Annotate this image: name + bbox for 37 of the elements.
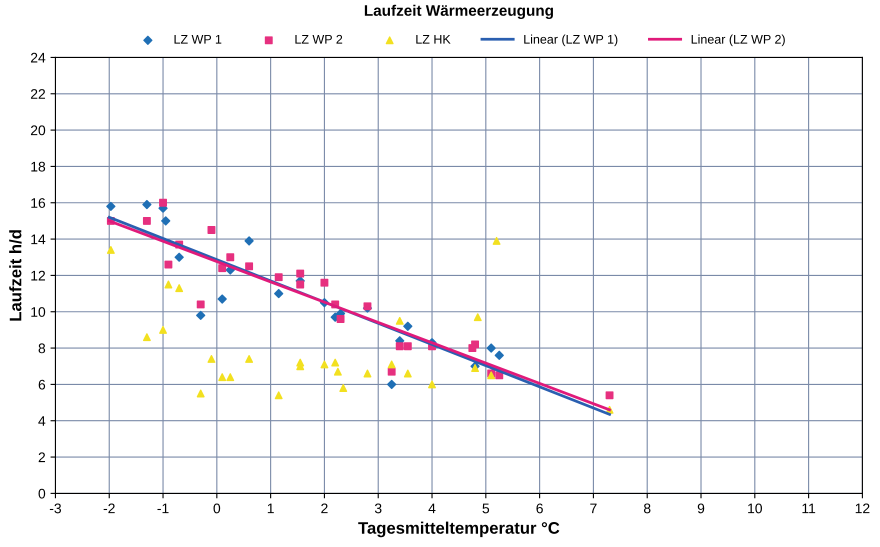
y-tick-label: 2 xyxy=(38,452,46,462)
y-tick-label: 0 xyxy=(38,488,46,499)
legend-label: Linear (LZ WP 2) xyxy=(692,34,785,46)
y-tick-label: 4 xyxy=(38,416,46,426)
y-tick-label: 22 xyxy=(30,89,46,99)
x-tick-label: 2 xyxy=(321,503,328,514)
x-tick-label: -2 xyxy=(104,503,115,514)
legend-label: LZ WP 1 xyxy=(174,34,222,44)
x-tick-label: 3 xyxy=(374,503,382,514)
x-tick-label: 8 xyxy=(644,503,650,514)
y-tick-label: 6 xyxy=(38,380,46,390)
y-axis-title: Laufzeit h/d xyxy=(9,230,22,321)
legend-label: LZ WP 2 xyxy=(295,34,342,44)
x-tick-label: -1 xyxy=(157,504,169,514)
x-tick-label: 0 xyxy=(214,503,220,514)
x-tick-label: 7 xyxy=(590,504,597,514)
x-tick-label: 6 xyxy=(536,503,543,514)
x-tick-label: 1 xyxy=(268,504,274,514)
x-tick-label: 11 xyxy=(802,504,816,514)
y-tick-label: 16 xyxy=(31,198,46,208)
chart-title: Laufzeit Wärmeerzeugung xyxy=(364,4,553,20)
y-tick-label: 10 xyxy=(31,307,46,317)
y-tick-label: 18 xyxy=(31,162,46,172)
legend-label: LZ HK xyxy=(416,34,451,44)
x-tick-label: 5 xyxy=(482,504,490,514)
y-tick-label: 8 xyxy=(38,343,46,354)
x-axis-title: Tagesmitteltemperatur °C xyxy=(358,522,560,538)
y-tick-label: 14 xyxy=(31,234,46,244)
x-tick-label: 9 xyxy=(698,503,704,514)
y-tick-label: 20 xyxy=(30,125,46,136)
legend-label: Linear (LZ WP 1) xyxy=(524,34,618,46)
x-tick-label: 4 xyxy=(428,504,436,514)
x-tick-label: 10 xyxy=(748,503,762,514)
x-tick-label: -3 xyxy=(50,503,62,514)
x-tick-label: 12 xyxy=(856,503,870,514)
y-tick-label: 24 xyxy=(30,52,46,62)
y-tick-label: 12 xyxy=(31,270,46,280)
